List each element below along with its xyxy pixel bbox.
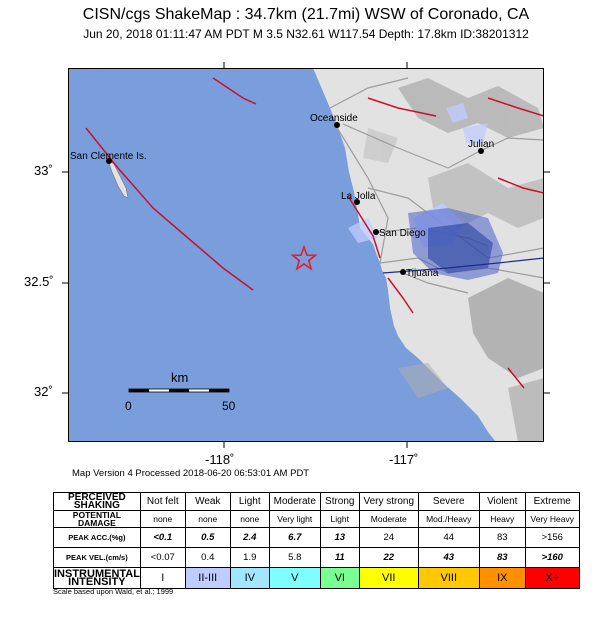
legend-cell: Not felt (139, 492, 186, 511)
scale-start-label: 0 (125, 399, 132, 413)
scale-end-label: 50 (222, 399, 236, 413)
legend-cell: 13 (319, 527, 360, 548)
legend-row-acceleration: PEAK ACC.(%g) <0.1 0.5 2.4 6.7 13 24 44 … (53, 527, 580, 548)
map-border (68, 68, 544, 442)
city-dot-julian (478, 148, 484, 154)
city-label-la-jolla: La Jolla (341, 191, 376, 202)
legend-row-shaking: PERCEIVED SHAKING Not felt Weak Light Mo… (53, 492, 580, 511)
legend-cell: >160 (524, 547, 580, 568)
san-clemente-island (107, 159, 129, 199)
legend-cell: Severe (417, 492, 480, 511)
city-label-san-clemente: San Clemente Is. (70, 151, 147, 162)
legend-cell: 6.7 (268, 527, 321, 548)
legend-cell: 0.4 (184, 547, 231, 568)
legend-cell: 5.8 (268, 547, 321, 568)
legend-cell: none (184, 510, 231, 528)
legend-cell: 1.9 (229, 547, 270, 568)
legend-cell: 2.4 (229, 527, 270, 548)
legend-cell: Very light (268, 510, 321, 528)
legend-footnote: Scale based upon Wald, et al.; 1999 (53, 587, 174, 596)
lat-tick-32: 32˚ (34, 384, 53, 399)
legend-row-label: INSTRUMENTAL INTENSITY (53, 567, 141, 589)
legend-cell: <0.1 (139, 527, 186, 548)
legend-cell: 44 (417, 527, 480, 548)
city-label-san-diego: San Diego (379, 228, 426, 239)
legend-row-intensity: INSTRUMENTAL INTENSITY I II-III IV V VI … (53, 567, 580, 589)
intensity-patches (348, 103, 503, 280)
lon-tick-118: -118˚ (205, 452, 235, 467)
scale-unit-label: km (171, 370, 188, 385)
city-dot-oceanside (334, 122, 340, 128)
legend-row-label: PEAK ACC.(%g) (53, 527, 141, 548)
legend-cell: Moderate (358, 510, 419, 528)
lat-tick-33: 33˚ (34, 163, 53, 178)
legend-cell: none (139, 510, 186, 528)
faults (85, 77, 544, 389)
legend-cell: 0.5 (184, 527, 231, 548)
intensity-swatch: VIII (417, 567, 480, 589)
intensity-swatch: IV (229, 567, 270, 589)
city-markers: Oceanside San Clemente Is. Julian La Jol… (70, 113, 494, 279)
legend-row-label: PERCEIVED SHAKING (53, 492, 141, 511)
intensity-swatch: IX (478, 567, 526, 589)
legend-cell: Light (229, 492, 270, 511)
shakemap-map: Oceanside San Clemente Is. Julian La Jol… (68, 68, 544, 442)
event-details: Jun 20, 2018 01:11:47 AM PDT M 3.5 N32.6… (83, 27, 529, 41)
intensity-swatch: VI (319, 567, 360, 589)
legend-cell: Very Heavy (524, 510, 580, 528)
star-icon (290, 244, 318, 271)
intensity-swatch: VII (358, 567, 419, 589)
map-title: CISN/cgs ShakeMap : 34.7km (21.7mi) WSW … (82, 6, 530, 23)
map-version: Map Version 4 Processed 2018-06-20 06:53… (72, 468, 310, 479)
lon-tick-117: -117˚ (389, 452, 419, 467)
legend-cell: Very strong (358, 492, 419, 511)
legend-cell: >156 (524, 527, 580, 548)
city-dot-san-clemente (106, 158, 112, 164)
city-label-tijuana: Tijuana (406, 268, 439, 279)
legend-cell: Mod./Heavy (417, 510, 480, 528)
intensity-legend: PERCEIVED SHAKING Not felt Weak Light Mo… (53, 492, 580, 589)
legend-cell: <0.07 (139, 547, 186, 568)
legend-cell: Weak (184, 492, 231, 511)
legend-cell: Light (319, 510, 360, 528)
legend-cell: none (229, 510, 270, 528)
intensity-swatch: X+ (524, 567, 580, 589)
city-label-julian: Julian (468, 139, 494, 150)
intensity-swatch: II-III (184, 567, 231, 589)
legend-row-label: POTENTIAL DAMAGE (53, 510, 141, 528)
intensity-swatch: V (268, 567, 321, 589)
intensity-swatch: I (139, 567, 186, 589)
legend-row-velocity: PEAK VEL.(cm/s) <0.07 0.4 1.9 5.8 11 22 … (53, 547, 580, 568)
legend-cell: 43 (417, 547, 480, 568)
legend-cell: 83 (478, 527, 526, 548)
legend-cell: Extreme (524, 492, 580, 511)
legend-cell: 24 (358, 527, 419, 548)
lat-tick-32-5: 32.5˚ (24, 274, 54, 289)
city-dot-tijuana (400, 269, 406, 275)
city-label-oceanside: Oceanside (310, 113, 358, 124)
legend-cell: Strong (319, 492, 360, 511)
legend-cell: Heavy (478, 510, 526, 528)
legend-cell: 22 (358, 547, 419, 568)
legend-cell: Violent (478, 492, 526, 511)
legend-row-label: PEAK VEL.(cm/s) (53, 547, 141, 568)
legend-cell: 83 (478, 547, 526, 568)
map-canvas: Oceanside San Clemente Is. Julian La Jol… (68, 68, 544, 442)
border-line (382, 257, 544, 274)
legend-cell: Moderate (268, 492, 321, 511)
city-dot-san-diego (373, 229, 379, 235)
legend-cell: 11 (319, 547, 360, 568)
scale-bar: km 0 50 (125, 370, 236, 413)
city-dot-la-jolla (354, 199, 360, 205)
legend-row-damage: POTENTIAL DAMAGE none none none Very lig… (53, 510, 580, 528)
